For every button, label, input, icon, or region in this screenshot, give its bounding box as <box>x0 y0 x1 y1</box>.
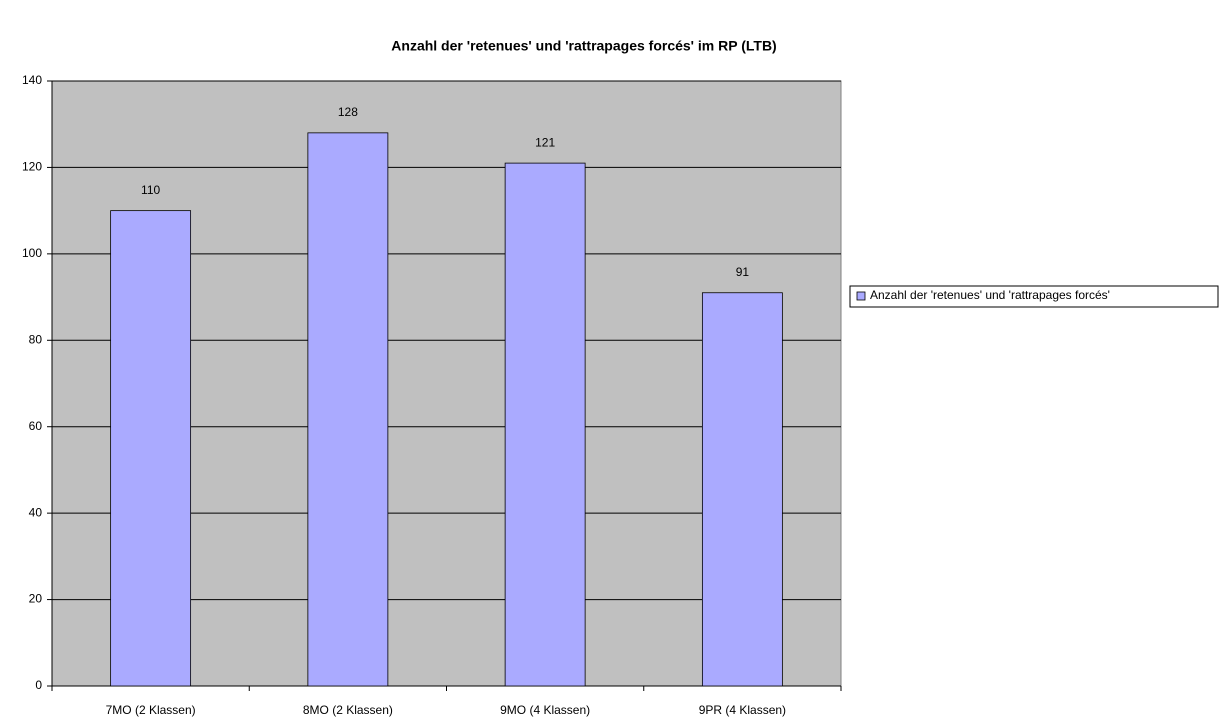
bar <box>504 162 586 687</box>
y-tick-label: 100 <box>22 246 42 260</box>
data-label: 110 <box>141 183 160 197</box>
y-tick-label: 40 <box>29 505 43 519</box>
legend-box <box>849 285 1219 308</box>
y-tick-label: 20 <box>29 592 43 606</box>
y-tick-label: 120 <box>22 160 42 174</box>
legend-label: Anzahl der 'retenues' und 'rattrapages f… <box>870 288 1110 302</box>
y-tick-label: 140 <box>22 73 42 87</box>
x-tick-label: 7MO (2 Klassen) <box>106 703 196 717</box>
data-label: 128 <box>338 105 358 119</box>
x-tick-label: 9MO (4 Klassen) <box>500 703 590 717</box>
y-tick-label: 60 <box>29 419 43 433</box>
bar <box>110 210 192 687</box>
x-tick-label: 8MO (2 Klassen) <box>303 703 393 717</box>
legend-swatch <box>856 291 866 301</box>
data-label: 121 <box>535 135 555 149</box>
bar <box>701 292 783 687</box>
x-tick-label: 9PR (4 Klassen) <box>699 703 786 717</box>
chart-title: Anzahl der 'retenues' und 'rattrapages f… <box>391 38 776 54</box>
data-label: 91 <box>736 265 750 279</box>
bar <box>307 132 389 687</box>
y-tick-label: 0 <box>35 678 42 692</box>
y-tick-label: 80 <box>29 332 43 346</box>
